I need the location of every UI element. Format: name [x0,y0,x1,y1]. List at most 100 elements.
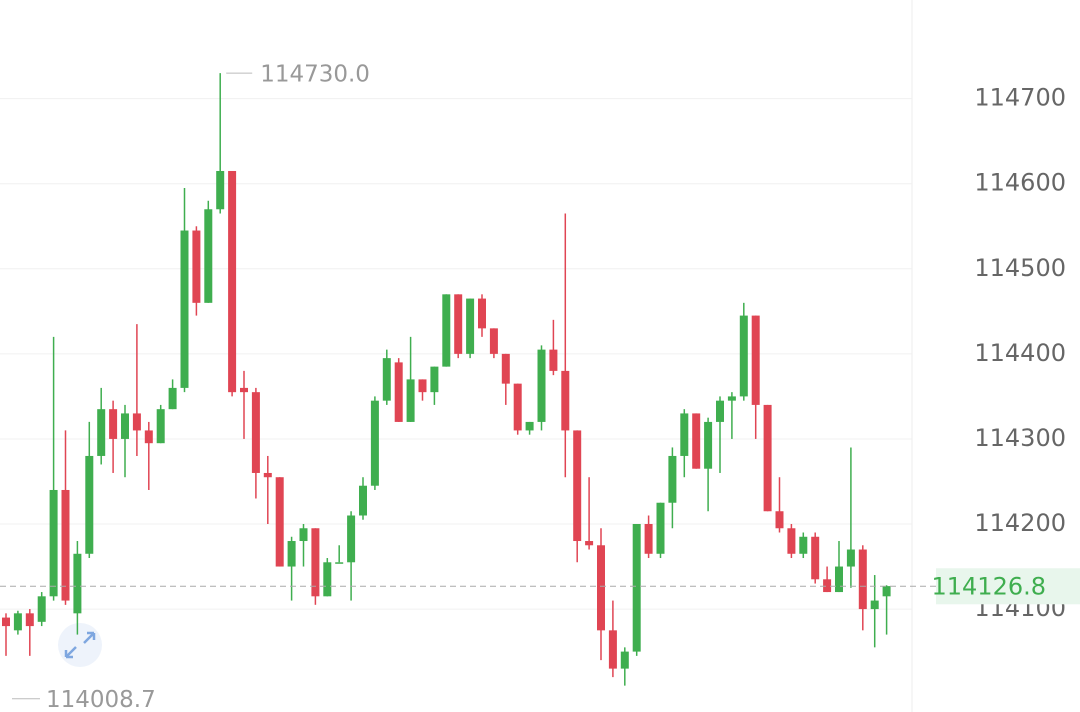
candle-body [787,528,796,554]
expand-icon[interactable] [58,623,102,667]
candle-body [727,396,736,401]
last-price-label: 114126.8 [931,572,1046,600]
expand-icon-bg [58,623,102,667]
candle [727,392,736,439]
candle-body [25,613,34,627]
candle [228,170,237,397]
candle-body [370,400,379,486]
candle [823,566,832,593]
candle [61,430,70,605]
candle [109,400,118,473]
candle-body [763,404,772,512]
candle-body [882,586,891,597]
candle [275,477,284,567]
candle-body [632,524,641,652]
candle-body [287,541,296,567]
candle-body [608,630,617,669]
candle-body [668,455,677,503]
candle-body [156,409,165,444]
candle-body [2,617,10,627]
candle [466,298,475,359]
candle [501,353,510,405]
candle-body [121,413,129,439]
candle [882,585,891,635]
candle-body [775,511,784,529]
candle [656,502,665,559]
candle-body [180,230,189,388]
candle-body [870,600,879,610]
candle [668,447,677,529]
candle-body [537,349,546,422]
candle-body [620,651,629,669]
candle [49,336,58,601]
candle [454,294,463,359]
candle [620,647,629,686]
candle [13,610,22,635]
candle [799,532,808,559]
candle [644,515,653,559]
candle-body [644,524,653,554]
candle [287,536,296,601]
candle-body [299,528,308,542]
candle [168,379,177,410]
candle-body [561,370,570,431]
candle-body [466,298,475,354]
candle [835,541,843,593]
candle-body [192,230,201,303]
candle-body [716,400,724,422]
candle-body [597,545,605,631]
candle-body [335,562,344,564]
candle [323,558,332,597]
candle [787,524,796,559]
candle [442,294,451,367]
candle-body [692,413,701,469]
candle [478,294,486,337]
candle [347,511,356,601]
candle-body [823,579,832,593]
candle [121,404,129,478]
candle-body [394,362,403,422]
y-tick-label: 114200 [974,509,1066,537]
y-tick-label: 114400 [974,339,1066,367]
candle [573,430,582,563]
candle [73,541,82,635]
candle-body [228,170,237,393]
candle [704,417,713,512]
candle-body [846,549,855,567]
candle [394,358,403,422]
candle [335,545,344,564]
candle-body [478,298,486,329]
candle-body [799,536,808,554]
candle [418,379,427,401]
candle-body [97,409,106,456]
y-tick-label: 114500 [974,254,1066,282]
candle-body [489,328,498,354]
candle-body [525,421,534,431]
candle-body [204,209,213,303]
candle [585,477,594,550]
high-label: 114730.0 [260,62,370,88]
candle-body [263,472,272,478]
candle [216,73,225,214]
candle [597,528,605,661]
candle [525,421,534,435]
y-tick-label: 114700 [974,84,1066,112]
candle-body [216,170,225,210]
candle [370,396,379,490]
y-tick-label: 114600 [974,169,1066,197]
candle-body [680,413,689,456]
candle [751,315,760,439]
candle-body [418,379,427,393]
candle [406,336,415,422]
candle [382,349,391,405]
candle-body [240,387,248,393]
expand-icon-arrows [64,631,96,659]
candle [513,383,522,435]
candle [489,328,498,359]
candle-body [751,315,760,405]
candle [846,447,855,588]
candle [870,575,879,648]
candle [359,477,367,520]
candle-body [430,366,439,393]
candle [204,200,213,303]
